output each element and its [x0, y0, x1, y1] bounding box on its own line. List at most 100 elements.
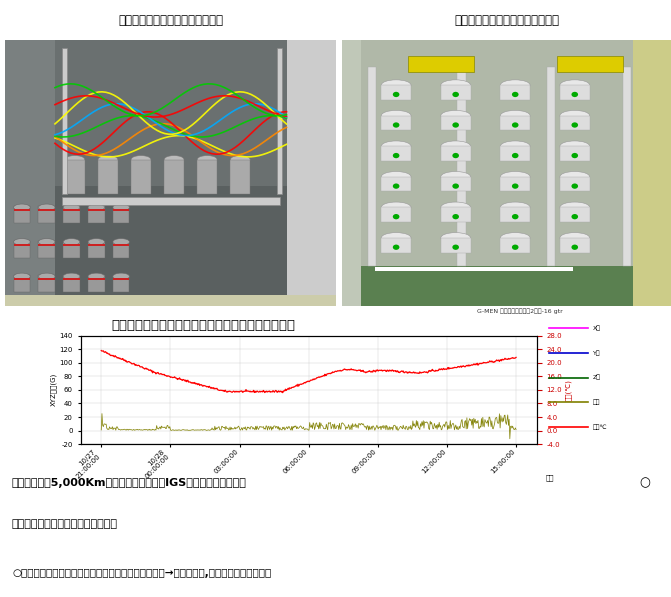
Ellipse shape	[197, 156, 217, 164]
Circle shape	[452, 153, 459, 158]
Circle shape	[452, 122, 459, 128]
Text: 試作機の荷重変形試験実施状況２: 試作機の荷重変形試験実施状況２	[454, 14, 560, 27]
Circle shape	[512, 183, 519, 189]
Circle shape	[512, 245, 519, 250]
Ellipse shape	[501, 233, 530, 243]
Bar	[63, 278, 80, 281]
Text: ○: ○	[639, 476, 650, 489]
Bar	[113, 209, 130, 211]
Bar	[501, 177, 530, 192]
Ellipse shape	[560, 80, 590, 91]
Bar	[63, 209, 80, 211]
Ellipse shape	[381, 141, 411, 152]
Bar	[113, 244, 130, 246]
Ellipse shape	[501, 80, 530, 91]
Ellipse shape	[38, 204, 55, 211]
Bar	[131, 159, 151, 194]
Bar	[560, 207, 590, 222]
Circle shape	[572, 214, 578, 219]
Bar	[547, 67, 555, 266]
Bar	[501, 238, 530, 253]
Bar	[88, 209, 105, 211]
Bar	[368, 67, 376, 266]
Y-axis label: XYZ軸値(G): XYZ軸値(G)	[50, 373, 56, 407]
Circle shape	[512, 122, 519, 128]
Bar	[381, 238, 411, 253]
Bar	[381, 85, 411, 100]
Bar	[381, 177, 411, 192]
Text: 時刻: 時刻	[546, 475, 554, 481]
Circle shape	[572, 92, 578, 97]
Ellipse shape	[88, 273, 105, 280]
Bar	[5, 40, 55, 306]
Bar	[287, 40, 336, 306]
Bar	[230, 159, 250, 194]
Ellipse shape	[441, 171, 470, 182]
Ellipse shape	[381, 171, 411, 182]
Ellipse shape	[65, 156, 85, 164]
Ellipse shape	[113, 204, 130, 211]
Ellipse shape	[38, 273, 55, 280]
Circle shape	[572, 122, 578, 128]
Ellipse shape	[164, 156, 184, 164]
Bar	[98, 159, 118, 194]
Bar	[88, 275, 105, 293]
Bar	[623, 67, 631, 266]
Bar	[13, 278, 30, 281]
Ellipse shape	[560, 141, 590, 152]
Ellipse shape	[131, 156, 151, 164]
Ellipse shape	[230, 156, 250, 164]
Bar	[13, 241, 30, 258]
Bar	[381, 207, 411, 222]
Bar	[88, 206, 105, 223]
Bar	[63, 206, 80, 223]
Circle shape	[393, 214, 399, 219]
Bar	[560, 85, 590, 100]
Text: 温度℃: 温度℃	[593, 424, 607, 430]
Bar	[62, 48, 66, 194]
Ellipse shape	[13, 204, 30, 211]
Bar	[38, 275, 55, 293]
Text: 合力: 合力	[593, 399, 601, 405]
Bar	[38, 278, 55, 281]
Bar	[13, 209, 30, 211]
Circle shape	[512, 153, 519, 158]
Circle shape	[572, 183, 578, 189]
Bar	[5, 186, 336, 306]
Bar	[88, 241, 105, 258]
Bar	[560, 177, 590, 192]
Ellipse shape	[441, 233, 470, 243]
Bar	[441, 146, 470, 161]
Circle shape	[452, 245, 459, 250]
Ellipse shape	[560, 110, 590, 121]
Bar	[164, 159, 184, 194]
Text: X軸: X軸	[593, 325, 601, 331]
Bar	[560, 238, 590, 253]
Bar	[38, 209, 55, 211]
Ellipse shape	[113, 273, 130, 280]
Bar	[381, 116, 411, 130]
Text: G-MEN 測定結果グラフ：2回目-16 gtr: G-MEN 測定結果グラフ：2回目-16 gtr	[478, 309, 563, 315]
Circle shape	[393, 122, 399, 128]
Circle shape	[512, 214, 519, 219]
Bar	[113, 278, 130, 281]
Text: 試作機の荷重変形試験実施状況１: 試作機の荷重変形試験実施状況１	[118, 14, 223, 27]
Bar	[441, 238, 470, 253]
Bar	[197, 159, 217, 194]
Bar	[501, 146, 530, 161]
Ellipse shape	[441, 110, 470, 121]
Ellipse shape	[501, 171, 530, 182]
Bar	[88, 244, 105, 246]
Bar	[501, 207, 530, 222]
Bar	[13, 206, 30, 223]
Ellipse shape	[13, 273, 30, 280]
Bar	[38, 206, 55, 223]
Bar	[374, 267, 573, 271]
Bar	[560, 116, 590, 130]
Y-axis label: 温度(℃): 温度(℃)	[565, 379, 572, 401]
Bar	[501, 85, 530, 100]
Circle shape	[452, 214, 459, 219]
Bar	[113, 241, 130, 258]
Bar	[88, 278, 105, 281]
Bar	[13, 275, 30, 293]
